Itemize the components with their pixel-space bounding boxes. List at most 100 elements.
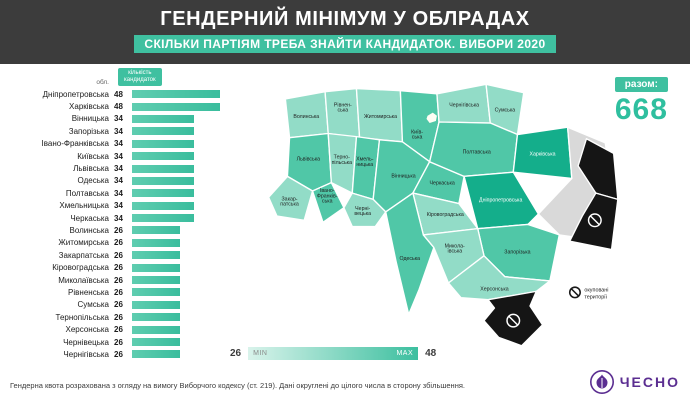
map-region-label-zakarpattia: Закар-патська (280, 196, 299, 207)
bar-track (132, 338, 220, 346)
region-value: 26 (114, 312, 123, 322)
region-label: Рівненська (68, 287, 109, 297)
bar-track (132, 325, 220, 334)
map-region-label-kharkiv: Харківська (530, 151, 556, 157)
total-value: 668 (614, 93, 668, 126)
region-bar (132, 263, 180, 272)
bar-track (132, 276, 220, 285)
no-entry-donbas-icon (587, 213, 602, 228)
occupied-territories-legend: окуповані території (568, 286, 609, 301)
map-region-label-volyn: Волинська (293, 114, 319, 120)
chesno-garlic-icon (589, 370, 614, 394)
region-label: Сумська (77, 300, 109, 310)
bar-row: Дніпропетровська 48 (6, 88, 236, 100)
occupied-legend-text: окуповані території (584, 287, 608, 300)
bar-track (132, 238, 220, 247)
region-value: 26 (114, 325, 123, 335)
region-bar (132, 152, 195, 161)
bar-row: Одеська 34 (6, 175, 236, 187)
region-bar (132, 90, 220, 99)
bar-row: Львівська 34 (6, 162, 236, 174)
chart-column-headers: обл. кількість кандидаток (6, 67, 236, 86)
region-bar (132, 139, 195, 148)
map-region-label-cherkasy: Черкаська (430, 181, 455, 187)
bar-track (132, 127, 220, 136)
bar-row: Рівненська 26 (6, 286, 236, 298)
map-region-label-mykolaiv: Микола-ївська (445, 243, 465, 254)
region-value: 26 (114, 225, 123, 235)
region-label: Дніпропетровська (42, 89, 109, 99)
region-bar (132, 189, 195, 198)
bar-track (132, 114, 220, 123)
region-bar (132, 300, 180, 309)
region-label: Закарпатська (58, 250, 109, 260)
bar-row: Миколаївська 26 (6, 274, 236, 286)
region-label: Київська (77, 151, 109, 161)
bar-track (132, 139, 220, 148)
region-bar (132, 102, 220, 111)
region-value: 34 (114, 164, 123, 174)
map-region-kherson (447, 255, 551, 301)
bar-row: Вінницька 34 (6, 113, 236, 125)
map-region-label-zhytomyr: Житомирська (364, 114, 397, 120)
region-value: 34 (114, 188, 123, 198)
region-value: 26 (114, 287, 123, 297)
bar-row: Івано-Франківська 34 (6, 138, 236, 150)
bar-track (132, 300, 220, 309)
region-bar (132, 313, 180, 322)
bar-row: Черкаська 34 (6, 212, 236, 224)
map-region-label-dnipro: Дніпропетровська (479, 197, 522, 203)
map-region-label-zaporizhzhia: Запорізька (504, 250, 530, 256)
region-bar (132, 238, 180, 247)
region-bar (132, 226, 180, 235)
total-block: разом: 668 (614, 74, 668, 127)
map-region-label-kherson: Херсонська (480, 286, 508, 292)
no-entry-crimea-icon (506, 313, 521, 328)
bar-row: Хмельницька 34 (6, 200, 236, 212)
map-region-label-poltava: Полтавська (463, 149, 491, 155)
region-label: Хмельницька (59, 201, 109, 211)
region-value: 26 (114, 263, 123, 273)
map-region-label-kirovohrad: Кіровоградська (427, 212, 464, 218)
map-region-odesa (385, 192, 435, 316)
region-bar (132, 276, 180, 285)
region-label: Харківська (69, 102, 109, 112)
region-value: 26 (114, 250, 123, 260)
region-value: 34 (114, 139, 123, 149)
map-region-donetsk_occupied (569, 192, 619, 251)
region-bar (132, 176, 195, 185)
region-bar (132, 251, 180, 260)
page-subtitle: СКІЛЬКИ ПАРТІЯМ ТРЕБА ЗНАЙТИ КАНДИДАТОК.… (134, 35, 556, 53)
bar-track (132, 313, 220, 322)
region-label: Черкаська (70, 213, 109, 223)
bar-row: Кіровоградська 26 (6, 261, 236, 273)
region-label: Чернівецька (63, 337, 109, 347)
header: ГЕНДЕРНИЙ МІНІМУМ У ОБЛРАДАХ СКІЛЬКИ ПАР… (0, 0, 690, 64)
bar-row: Сумська 26 (6, 299, 236, 311)
map-overlay: окуповані території (426, 112, 609, 328)
bar-row: Полтавська 34 (6, 187, 236, 199)
brand-name: ЧЕСНО (619, 374, 680, 390)
region-value: 34 (114, 213, 123, 223)
region-bar (132, 127, 195, 136)
bar-track (132, 201, 220, 210)
bar-row: Запорізька 34 (6, 125, 236, 137)
region-value: 48 (114, 89, 123, 99)
region-bar (132, 214, 195, 223)
bar-track (132, 90, 220, 99)
map-region-label-rivne: Рівнен-ська (334, 102, 352, 113)
total-label: разом: (614, 77, 668, 92)
bar-track (132, 189, 220, 198)
footnote: Гендерна квота розрахована з огляду на в… (10, 381, 465, 390)
region-value: 26 (114, 275, 123, 285)
bar-row: Харківська 48 (6, 100, 236, 112)
scale-max-value: 48 (425, 348, 437, 359)
map-region-label-kyivska: Київ-ська (411, 130, 423, 141)
region-label: Запорізька (68, 126, 109, 136)
map-region-dnipro (463, 171, 540, 230)
bar-row: Волинська 26 (6, 224, 236, 236)
bar-track (132, 176, 220, 185)
column-header-region: обл. (96, 79, 109, 86)
region-bar (132, 338, 180, 346)
bar-rows: Дніпропетровська 48 Харківська 48 Вінницька 3… (6, 88, 236, 361)
